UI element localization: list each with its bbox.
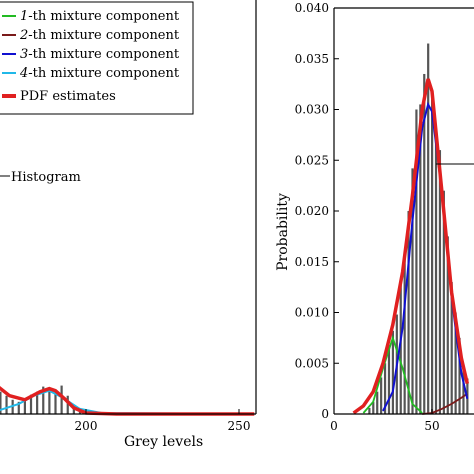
left-x-ticks: 200 250 (75, 409, 251, 433)
legend-entry-5: PDF estimates (20, 89, 116, 104)
legend-entry-1: 1-th mixture component (20, 9, 180, 24)
right-histogram-bar (387, 344, 391, 414)
right-x-tick-label: 0 (330, 419, 338, 433)
right-histogram-bar (368, 407, 371, 414)
left-pdf-estimate-curve (0, 385, 255, 416)
right-panel: 0 0.005 0.010 0.015 0.020 0.025 0.030 0.035 0.04… (275, 1, 474, 433)
right-y-tick-label: 0.040 (295, 1, 329, 15)
right-histogram-bar (454, 312, 457, 414)
right-y-tick-label: 0.035 (295, 52, 329, 66)
legend: 1-th mixture component 2-th mixture comp… (0, 1, 194, 115)
left-histogram-bar (42, 386, 45, 414)
right-y-axis-title: Probability (275, 193, 291, 271)
left-x-tick-label: 250 (228, 419, 251, 433)
right-histogram-bar (383, 363, 387, 414)
right-histogram-bar (423, 73, 426, 414)
legend-entry-3: 3-th mixture component (20, 47, 180, 62)
right-y-tick-label: 0.005 (295, 356, 329, 370)
left-histogram-bar (48, 388, 51, 414)
left-x-axis-title: Grey levels (124, 434, 203, 450)
left-histogram-bar (36, 391, 39, 414)
right-histogram-bar (372, 401, 375, 414)
right-y-tick-label: 0.010 (295, 306, 329, 320)
right-histogram-bar (380, 377, 383, 414)
right-histogram-bar (434, 131, 438, 414)
histogram-annotation: Histogram (11, 170, 81, 185)
right-histogram-bar (427, 43, 430, 415)
left-histogram-bar (72, 405, 75, 414)
right-y-tick-label: 0.020 (295, 204, 329, 218)
left-histogram-bar (0, 391, 2, 414)
right-y-tick-label: 0.030 (295, 103, 329, 117)
right-pdf-estimate-curve (352, 78, 470, 415)
legend-entry-4: 4-th mixture component (19, 66, 180, 81)
left-histogram-bar (60, 385, 63, 414)
left-histogram-bar (5, 395, 8, 414)
right-x-ticks: 0 50 (330, 409, 440, 433)
right-component-1-curve (362, 334, 423, 414)
left-histogram-bar (17, 401, 20, 414)
right-histogram-bar (450, 282, 453, 414)
legend-entry-2: 2-th mixture component (19, 28, 180, 43)
right-curves (352, 78, 470, 415)
right-x-tick-label: 50 (424, 419, 439, 433)
right-histogram-bar (438, 150, 442, 414)
right-histogram-bar (403, 251, 406, 414)
right-histogram-bar (462, 368, 465, 414)
left-curves (0, 385, 255, 416)
left-histogram-bar (29, 394, 33, 414)
right-histogram-bar (411, 168, 414, 414)
right-y-ticks: 0 0.005 0.010 0.015 0.020 0.025 0.030 0.035 0.04… (295, 1, 339, 421)
right-histogram-bar (442, 190, 445, 414)
legend-box (0, 1, 194, 115)
right-histogram-bar (415, 109, 418, 414)
right-histogram-bar (391, 330, 394, 414)
right-histogram-bar (458, 337, 461, 414)
left-histogram-bar (66, 395, 69, 414)
right-histogram-bar (399, 284, 402, 414)
right-histogram-bar (431, 99, 434, 414)
right-component-2-curve (422, 392, 468, 415)
left-histogram-bar (23, 400, 26, 414)
right-histogram-bar (376, 391, 379, 414)
left-panel: 200 250 Grey levels 1-th mixture componen… (0, 0, 257, 450)
left-histogram-bar (54, 390, 57, 414)
left-x-tick-label: 200 (75, 419, 98, 433)
right-histogram-bar (407, 211, 410, 414)
right-y-tick-label: 0.025 (295, 153, 329, 167)
left-component-4-curve (0, 389, 255, 415)
right-histogram-bar (419, 104, 422, 415)
right-y-tick-label: 0 (321, 407, 329, 421)
right-y-tick-label: 0.015 (295, 255, 329, 269)
right-histogram-bar (446, 236, 449, 414)
